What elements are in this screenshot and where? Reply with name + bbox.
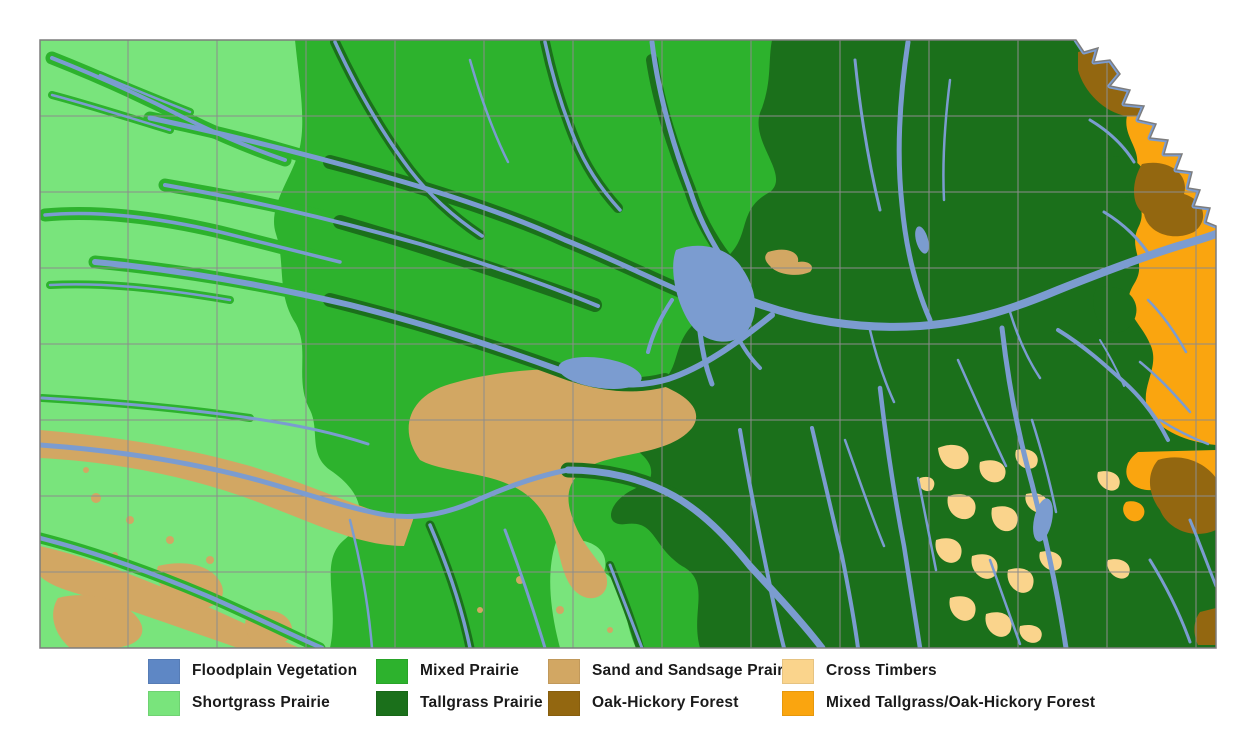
legend-item-mixed-tallgrass-oak-hickory: Mixed Tallgrass/Oak-Hickory Forest xyxy=(782,690,1095,716)
legend-label: Sand and Sandsage Prairie xyxy=(592,662,797,679)
legend-swatch-mixed-oak xyxy=(782,690,814,716)
legend-label: Shortgrass Prairie xyxy=(192,694,330,711)
legend-swatch-tallgrass xyxy=(376,690,408,716)
tallgrass-islands xyxy=(1093,156,1144,415)
legend-item-floodplain-vegetation: Floodplain Vegetation xyxy=(148,658,357,684)
legend-item-oak-hickory-forest: Oak-Hickory Forest xyxy=(548,690,797,716)
legend-swatch-floodplain xyxy=(148,658,180,684)
legend-label: Floodplain Vegetation xyxy=(192,662,358,679)
legend-label: Tallgrass Prairie xyxy=(420,694,543,711)
legend-swatch-oak-hickory xyxy=(548,690,580,716)
legend-item-sand-sandsage-prairie: Sand and Sandsage Prairie xyxy=(548,658,797,684)
legend-column-1: Floodplain Vegetation Shortgrass Prairie xyxy=(148,658,357,722)
legend: Floodplain Vegetation Shortgrass Prairie… xyxy=(0,658,1237,728)
legend-swatch-sandsage xyxy=(548,658,580,684)
legend-column-2: Mixed Prairie Tallgrass Prairie xyxy=(376,658,543,722)
state-border xyxy=(39,39,1217,649)
legend-swatch-shortgrass xyxy=(148,690,180,716)
legend-label: Cross Timbers xyxy=(826,662,937,679)
legend-label: Mixed Tallgrass/Oak-Hickory Forest xyxy=(826,694,1096,711)
legend-swatch-cross-timbers xyxy=(782,658,814,684)
legend-column-4: Cross Timbers Mixed Tallgrass/Oak-Hickor… xyxy=(782,658,1095,722)
region-cross-timbers xyxy=(918,444,1130,643)
legend-swatch-mixed xyxy=(376,658,408,684)
legend-item-cross-timbers: Cross Timbers xyxy=(782,658,1095,684)
legend-label: Mixed Prairie xyxy=(420,662,520,679)
legend-column-3: Sand and Sandsage Prairie Oak-Hickory Fo… xyxy=(548,658,797,722)
legend-item-shortgrass-prairie: Shortgrass Prairie xyxy=(148,690,357,716)
region-sand-sandsage-prairie xyxy=(40,249,813,648)
legend-label: Oak-Hickory Forest xyxy=(592,694,739,711)
legend-item-tallgrass-prairie: Tallgrass Prairie xyxy=(376,690,543,716)
legend-item-mixed-prairie: Mixed Prairie xyxy=(376,658,543,684)
